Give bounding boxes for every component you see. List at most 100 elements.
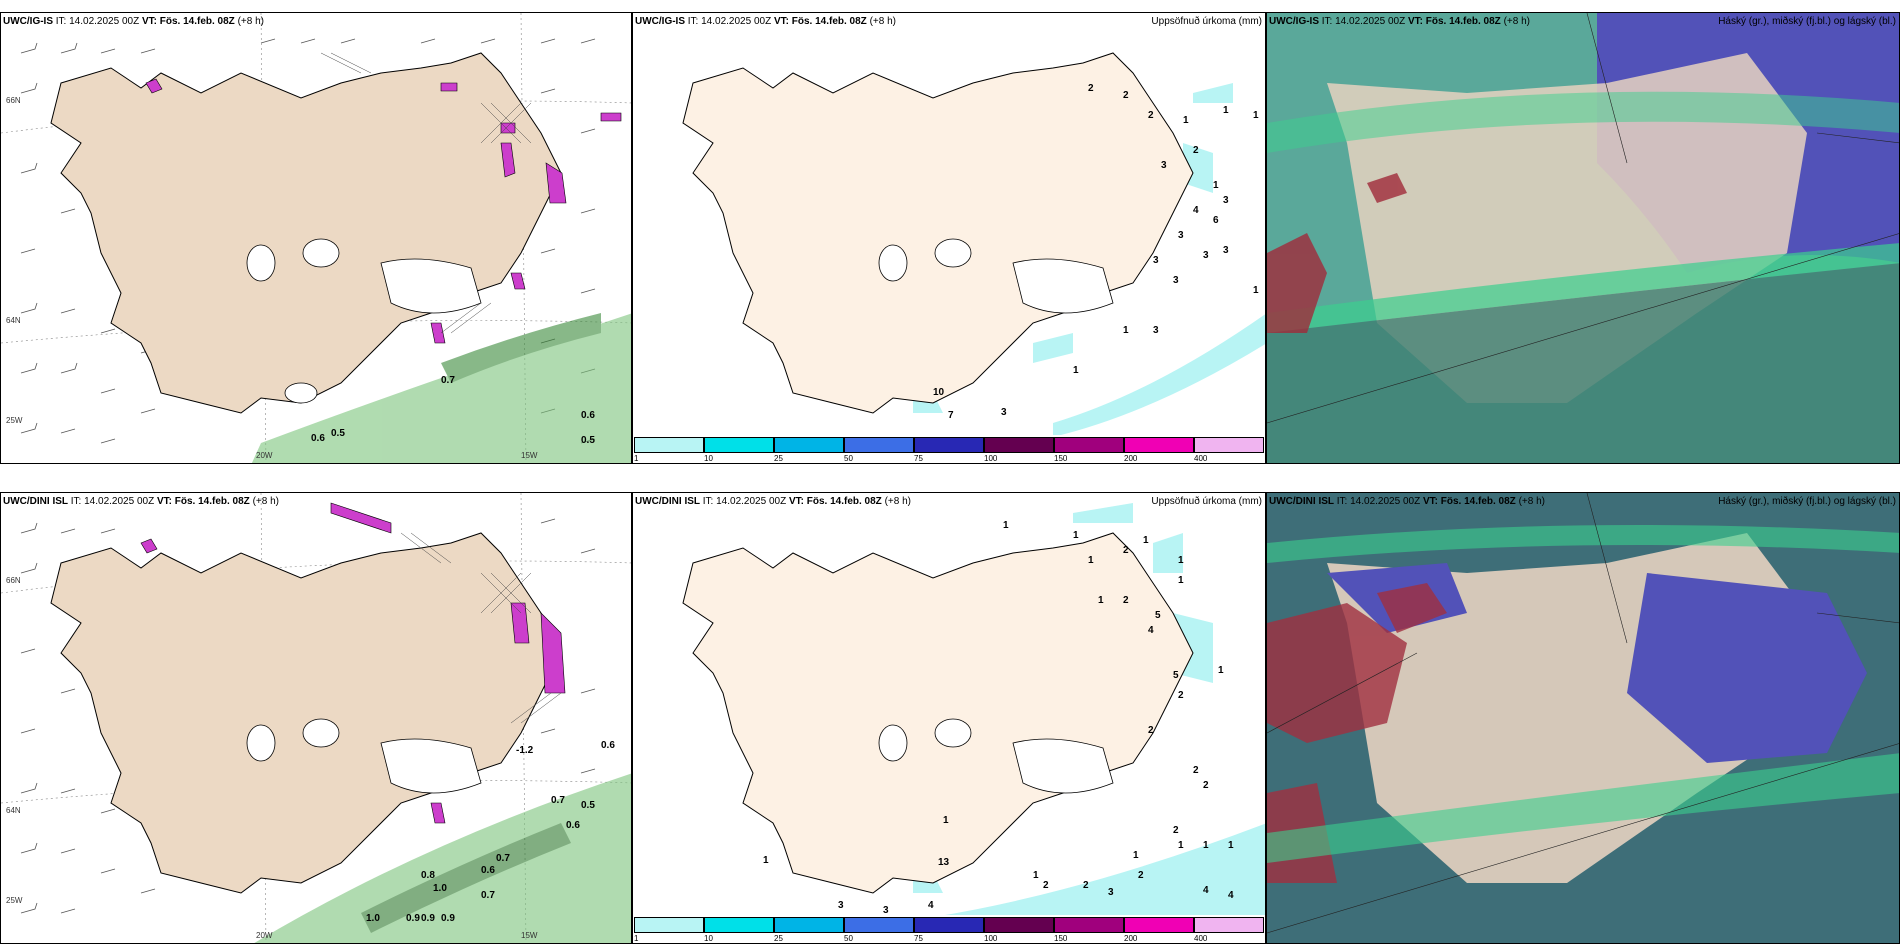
svg-text:4: 4 [1193,205,1199,216]
panel-header: UWC/DINI ISL IT: 14.02.2025 00Z VT: Fös.… [635,496,911,507]
cb-tick: 25 [774,934,783,943]
cb-swatch [704,917,774,933]
map-precip-dini: 1 1 1 2 1 1 1 2 5 4 5 1 1 2 2 2 2 2 1 1 … [682,503,1265,917]
panel-header: UWC/DINI ISL IT: 14.02.2025 00Z VT: Fös.… [1269,496,1545,507]
glaciers [246,238,482,404]
cb-tick: 75 [914,454,923,463]
precip-green [254,773,631,943]
svg-text:7: 7 [948,410,954,421]
cb-swatch [914,437,984,453]
svg-text:2: 2 [1148,725,1154,736]
svg-text:1: 1 [1073,530,1079,541]
svg-text:3: 3 [838,900,844,911]
svg-text:3: 3 [1173,275,1179,286]
cb-tick: 100 [984,934,998,943]
cb-swatch [634,917,704,933]
svg-text:3: 3 [1203,250,1209,261]
svg-text:0.8: 0.8 [421,870,435,881]
svg-text:1: 1 [1218,665,1224,676]
svg-text:1: 1 [1003,520,1009,531]
svg-text:1: 1 [1033,870,1039,881]
svg-text:1: 1 [1203,840,1209,851]
svg-text:0.9: 0.9 [421,913,435,924]
svg-text:1: 1 [1178,555,1184,566]
svg-text:25W: 25W [6,416,23,425]
svg-text:1: 1 [1223,105,1229,116]
precip-green [251,313,631,463]
map-wind-dini: 0.6 0.7 0.5 0.6 0.8 1.0 0.7 0.6 0.7 1.0 … [1,493,631,943]
svg-text:1: 1 [1073,365,1079,376]
svg-text:1: 1 [1253,110,1259,121]
cb-tick: 25 [774,454,783,463]
svg-text:1: 1 [1228,840,1234,851]
svg-text:0.5: 0.5 [581,800,595,811]
panel-precip-igis: UWC/IG-IS IT: 14.02.2025 00Z VT: Fös. 14… [632,12,1266,464]
svg-text:25W: 25W [6,896,23,905]
cb-swatch [914,917,984,933]
wind-barbs [20,518,596,914]
panel-precip-dini: UWC/DINI ISL IT: 14.02.2025 00Z VT: Fös.… [632,492,1266,944]
colorbar: 1 10 25 50 75 100 150 200 400 [633,915,1265,943]
cb-swatch [704,437,774,453]
svg-text:0.7: 0.7 [481,890,495,901]
cb-tick: 200 [1124,454,1138,463]
svg-text:0.6: 0.6 [481,865,495,876]
cb-swatch [1124,917,1194,933]
map-clouds-igis [1267,13,1899,463]
cb-swatch [844,437,914,453]
borders [1267,493,1899,934]
panel-header: UWC/DINI ISL IT: 14.02.2025 00Z VT: Fös.… [3,496,279,507]
cb-tick: 150 [1054,934,1068,943]
panel-wind-dini: UWC/DINI ISL IT: 14.02.2025 00Z VT: Fös.… [0,492,632,944]
cb-tick: 100 [984,454,998,463]
panel-right-title: Uppsöfnuð úrkoma (mm) [1151,16,1262,27]
svg-text:1.0: 1.0 [433,883,447,894]
cb-tick: 10 [704,934,713,943]
high-cloud-band [1267,525,1899,563]
svg-text:2: 2 [1138,870,1144,881]
cb-tick: 150 [1054,454,1068,463]
cb-swatch [1054,437,1124,453]
svg-text:5: 5 [1155,610,1161,621]
panel-right-title: Háský (gr.), miðský (fj.bl.) og lágský (… [1718,496,1896,507]
borders [1267,13,1899,424]
panel-header: UWC/IG-IS IT: 14.02.2025 00Z VT: Fös. 14… [1269,16,1530,27]
cb-tick: 400 [1194,454,1208,463]
svg-text:4: 4 [928,900,934,911]
dark-low-cloud [1267,263,1899,463]
svg-text:15W: 15W [521,451,538,460]
svg-text:64N: 64N [6,316,21,325]
cb-tick: 200 [1124,934,1138,943]
svg-text:1: 1 [1123,325,1129,336]
svg-text:3: 3 [1223,195,1229,206]
svg-text:3: 3 [1153,255,1159,266]
cb-swatch [1054,917,1124,933]
svg-text:0.9: 0.9 [441,913,455,924]
svg-text:3: 3 [1108,887,1114,898]
svg-text:0.6: 0.6 [601,740,615,751]
svg-text:1: 1 [1253,285,1259,296]
svg-text:2: 2 [1123,595,1129,606]
svg-text:64N: 64N [6,806,21,815]
panel-header: UWC/IG-IS IT: 14.02.2025 00Z VT: Fös. 14… [635,16,896,27]
svg-text:3: 3 [1161,160,1167,171]
map-clouds-dini [1267,493,1899,943]
cb-swatch [1124,437,1194,453]
svg-text:1: 1 [943,815,949,826]
svg-text:0.7: 0.7 [496,853,510,864]
svg-text:1: 1 [763,855,769,866]
svg-text:3: 3 [1178,230,1184,241]
svg-text:2: 2 [1043,880,1049,891]
cb-tick: 1 [634,454,639,463]
high-cloud-band-s [1267,753,1899,863]
cb-swatch [984,917,1054,933]
svg-text:1: 1 [1178,840,1184,851]
svg-text:2: 2 [1178,690,1184,701]
panel-wind-igis: UWC/IG-IS IT: 14.02.2025 00Z VT: Fös. 14… [0,12,632,464]
svg-text:0.5: 0.5 [331,428,345,439]
cb-swatch [634,437,704,453]
red-cloud [1267,173,1407,333]
precip-magenta [140,502,566,824]
hatch [320,52,532,334]
panel-header: UWC/IG-IS IT: 14.02.2025 00Z VT: Fös. 14… [3,16,264,27]
